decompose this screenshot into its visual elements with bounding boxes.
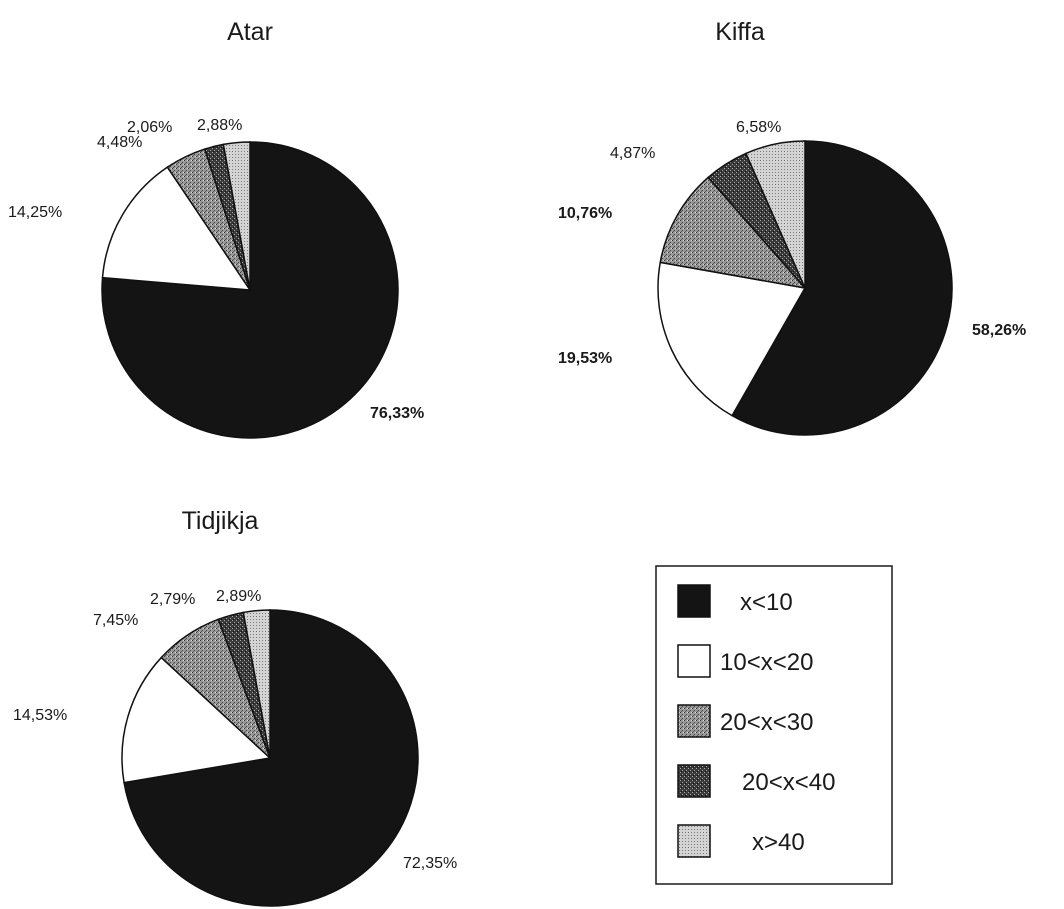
legend-swatch-1 [677, 644, 711, 678]
tidjikja-slices [121, 609, 419, 907]
atar-slice-label-1: 14,25% [8, 204, 62, 221]
tidjikja-slice-4 [242, 609, 271, 759]
kiffa-slices [657, 140, 953, 436]
atar-slices [101, 141, 399, 439]
legend-label-4: x>40 [752, 829, 805, 856]
atar-slice-1 [101, 166, 252, 291]
atar-slice-4 [222, 141, 251, 291]
legend: x<10 10<x<20 20<x<30 20<x<40 x>40 [655, 565, 893, 885]
atar-slice-label-2: 4,48% [97, 134, 142, 151]
tidjikja-slice-1 [121, 656, 272, 784]
atar-slice-label-4: 2,88% [197, 117, 242, 134]
tidjikja-labels: 72,35% 14,53% 7,45% 2,79% 2,89% [13, 588, 457, 872]
legend-swatch-2 [677, 704, 711, 738]
atar-labels: 76,33% 14,25% 4,48%2,06% 2,88% [8, 117, 424, 422]
legend-swatch-3 [677, 764, 711, 798]
kiffa-slice-label-2: 10,76% [558, 205, 612, 222]
tidjikja-slice-label-0: 72,35% [403, 855, 457, 872]
chart-title-tidjikja: Tidjikja [182, 507, 259, 535]
pie-chart-atar: Atar 76,33% 14,25% 4,48%2,06% 2,88% [8, 18, 424, 439]
tidjikja-slice-label-2: 7,45% [93, 612, 138, 629]
kiffa-slice-label-3: 4,87% [610, 145, 655, 162]
kiffa-slice-0 [731, 140, 953, 436]
pie-chart-tidjikja: Tidjikja 72,35% 14,53% 7,45% 2,79% 2,89% [13, 507, 457, 907]
kiffa-slice-label-0: 58,26% [972, 322, 1026, 339]
tidjikja-slice-label-4: 2,89% [216, 588, 261, 605]
kiffa-slice-2 [659, 176, 807, 290]
legend-label-1: 10<x<20 [720, 649, 813, 676]
kiffa-slice-4 [744, 140, 806, 289]
legend-label-0: x<10 [740, 589, 793, 616]
legend-swatch-0 [677, 584, 711, 618]
kiffa-labels: 58,26% 19,53% 10,76% 4,87% 6,58% [558, 119, 1026, 367]
chart-title-atar: Atar [227, 18, 273, 46]
atar-slice-label-3: 2,06% [127, 119, 172, 136]
tidjikja-slice-label-3: 2,79% [150, 591, 195, 608]
kiffa-slice-1 [657, 261, 807, 417]
legend-items: x<10 10<x<20 20<x<30 20<x<40 x>40 [677, 584, 835, 858]
legend-swatch-4 [677, 824, 711, 858]
chart-title-kiffa: Kiffa [715, 18, 765, 46]
tidjikja-slice-label-1: 14,53% [13, 707, 67, 724]
legend-label-3: 20<x<40 [742, 769, 835, 796]
atar-slice-label-0: 76,33% [370, 405, 424, 422]
pie-chart-kiffa: Kiffa 58,26% 19,53% 10,76% 4,87% 6,58% [558, 18, 1026, 436]
legend-label-2: 20<x<30 [720, 709, 813, 736]
kiffa-slice-label-4: 6,58% [736, 119, 781, 136]
atar-slice-0 [101, 141, 399, 439]
kiffa-slice-label-1: 19,53% [558, 350, 612, 367]
